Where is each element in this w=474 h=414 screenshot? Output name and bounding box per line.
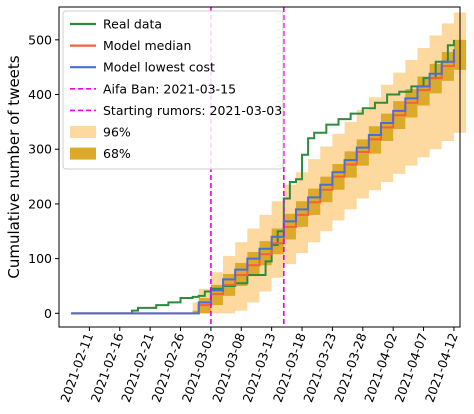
confidence-bands <box>192 12 467 314</box>
plot-frame <box>58 6 461 328</box>
real-data-line <box>71 39 455 315</box>
y-tick-label-500: 500 <box>28 32 52 47</box>
legend-model-lowest-cost-label: Model lowest cost <box>103 60 215 75</box>
legend-model-median-label: Model median <box>103 38 191 53</box>
legend-68-swatch <box>70 147 96 160</box>
y-axis-label: Cumulative number of tweets <box>5 55 23 278</box>
y-tick-label-200: 200 <box>28 196 52 211</box>
legend-box <box>62 10 284 170</box>
band-68 <box>192 39 467 314</box>
y-tick-label-100: 100 <box>28 251 52 266</box>
legend-96-swatch <box>70 126 96 138</box>
band-96 <box>192 12 467 314</box>
legend-aifa-ban-2021-03-15-label: Aifa Ban: 2021-03-15 <box>103 81 236 96</box>
y-tick-label-0: 0 <box>44 306 52 321</box>
legend-real-data-label: Real data <box>103 17 162 32</box>
legend-68-label: 68% <box>103 146 131 161</box>
legend-starting-rumors-2021-03-03-label: Starting rumors: 2021-03-03 <box>103 103 282 118</box>
y-tick-label-400: 400 <box>28 87 52 102</box>
legend-96-label: 96% <box>103 125 131 140</box>
x-axis: 2021-02-112021-02-162021-02-212021-02-26… <box>57 327 461 404</box>
legend: Real data Model median Model lowest cost Ai… <box>62 10 284 170</box>
series-lines <box>71 39 455 315</box>
y-tick-label-300: 300 <box>28 142 52 157</box>
y-axis: 0 100 200 300 400 500 <box>28 32 59 321</box>
model-lowest-cost-line <box>71 49 455 315</box>
